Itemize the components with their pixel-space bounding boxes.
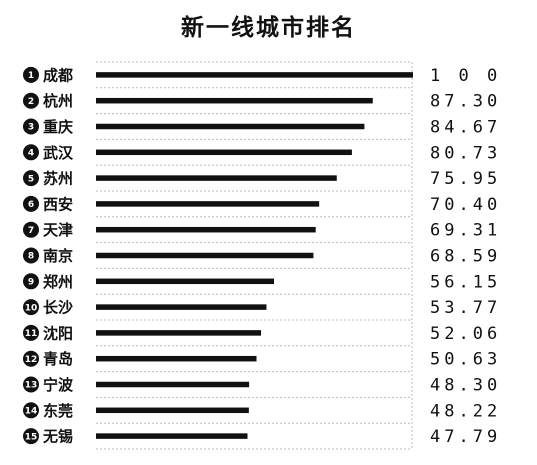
bar xyxy=(96,433,248,439)
bar xyxy=(96,123,365,130)
bar xyxy=(96,149,352,156)
city-label: 天津 xyxy=(43,221,73,239)
rank-badge xyxy=(23,195,39,212)
value-label: 52.06 xyxy=(430,324,501,344)
rank-number: 5 xyxy=(28,174,34,184)
rank-badge xyxy=(23,66,39,83)
value-label: 68.59 xyxy=(430,247,501,267)
rank-number: 14 xyxy=(25,407,38,417)
value-label: 69.31 xyxy=(430,221,501,241)
value-label: 87.30 xyxy=(430,92,501,112)
value-label: 56.15 xyxy=(430,272,501,292)
rank-number: 8 xyxy=(28,252,34,262)
rank-number: 12 xyxy=(25,355,38,365)
rank-badge xyxy=(23,144,39,161)
bar xyxy=(96,97,373,104)
rank-badge xyxy=(23,92,39,109)
city-label: 杭州 xyxy=(43,92,73,110)
bar xyxy=(96,72,413,78)
city-label: 无锡 xyxy=(42,428,73,446)
value-label: 48.22 xyxy=(430,401,501,421)
rank-number: 3 xyxy=(28,123,34,133)
bar xyxy=(96,175,337,181)
rank-number: 11 xyxy=(25,329,38,339)
city-label: 武汉 xyxy=(43,144,74,162)
value-label: 1 0 0 xyxy=(430,66,501,86)
rank-number: 10 xyxy=(25,303,38,313)
rank-number: 4 xyxy=(28,149,34,159)
rank-badge xyxy=(23,350,39,367)
rank-badge xyxy=(23,221,39,238)
rank-badge xyxy=(23,247,39,264)
city-label: 东莞 xyxy=(43,402,73,420)
city-label: 青岛 xyxy=(43,350,73,368)
rank-number: 6 xyxy=(28,200,34,210)
city-label: 沈阳 xyxy=(43,324,73,342)
value-label: 70.40 xyxy=(430,195,501,215)
bar xyxy=(96,330,262,336)
city-label: 西安 xyxy=(43,195,73,213)
bar xyxy=(96,381,250,388)
rank-number: 1 xyxy=(28,71,34,81)
rank-badge xyxy=(23,402,39,419)
bar xyxy=(96,407,249,414)
value-label: 48.30 xyxy=(430,376,501,396)
bar xyxy=(96,226,316,233)
value-label: 47.79 xyxy=(430,427,501,447)
value-label: 75.95 xyxy=(430,169,501,189)
value-label: 53.77 xyxy=(430,298,501,318)
rank-number: 7 xyxy=(28,226,34,236)
rank-badge xyxy=(23,428,39,445)
city-label: 宁波 xyxy=(43,376,74,394)
value-label: 84.67 xyxy=(430,118,501,138)
rank-badge xyxy=(23,170,39,187)
rank-badge xyxy=(23,376,39,393)
city-label: 南京 xyxy=(43,247,73,265)
bar xyxy=(96,355,257,362)
value-label: 50.63 xyxy=(430,350,501,370)
rank-number: 2 xyxy=(28,97,34,107)
bar xyxy=(96,252,314,259)
rank-badge xyxy=(23,118,39,135)
rank-badge xyxy=(23,273,39,290)
rank-number: 9 xyxy=(28,278,34,288)
bar xyxy=(96,201,320,207)
city-label: 苏州 xyxy=(43,170,73,188)
bar xyxy=(96,278,274,285)
chart-title: 新一线城市排名 xyxy=(181,15,356,41)
city-label: 成都 xyxy=(43,66,73,84)
rank-number: 15 xyxy=(25,432,38,442)
bar xyxy=(96,304,267,310)
city-label: 郑州 xyxy=(43,273,73,291)
city-label: 重庆 xyxy=(43,118,73,136)
rank-badge xyxy=(23,299,39,316)
rank-number: 13 xyxy=(25,381,38,391)
value-label: 80.73 xyxy=(430,143,501,163)
rank-badge xyxy=(23,324,39,341)
city-label: 长沙 xyxy=(43,299,73,317)
